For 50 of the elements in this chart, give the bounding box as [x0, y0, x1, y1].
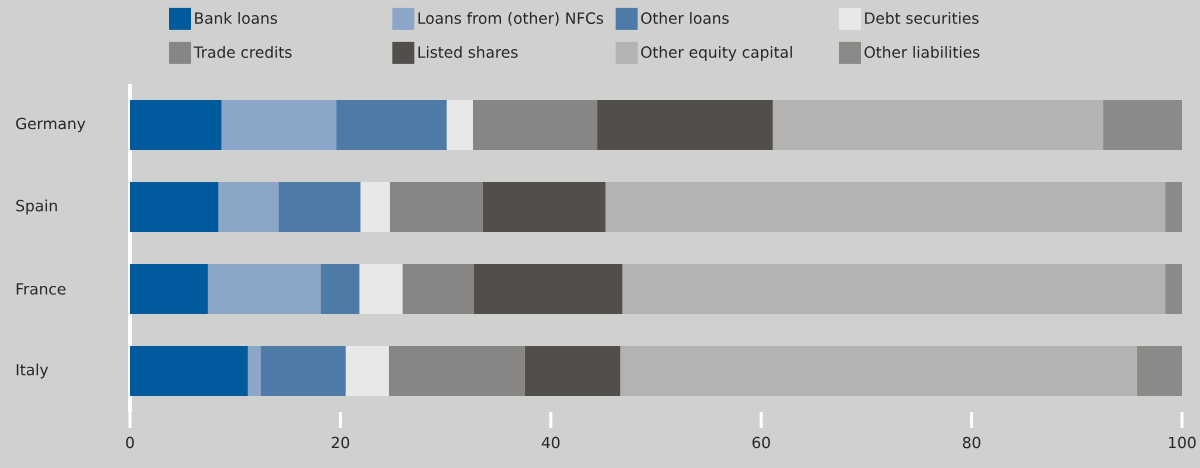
x-tick-label: 80	[962, 436, 981, 449]
bar	[130, 264, 208, 315]
bar	[402, 264, 474, 315]
bar	[622, 264, 1166, 315]
bar	[389, 182, 483, 233]
legend-label: Debt securities	[865, 12, 979, 24]
legend-label: Trade credits	[193, 46, 292, 58]
legend-label: Other equity capital	[641, 46, 792, 61]
bar	[218, 182, 279, 233]
bar	[221, 100, 337, 151]
bar	[620, 346, 1137, 396]
y-tick-label: Germany	[16, 117, 86, 133]
bar	[472, 100, 598, 151]
bar	[1103, 100, 1183, 151]
bar	[360, 182, 390, 233]
bar	[207, 264, 321, 315]
bar	[446, 100, 473, 151]
bar	[247, 346, 261, 396]
bar	[278, 182, 361, 233]
bar	[482, 182, 606, 233]
bar	[1165, 182, 1183, 233]
legend-label: Other liabilities	[864, 46, 980, 58]
bar	[388, 346, 525, 396]
x-tick-label: 60	[752, 436, 770, 449]
bar	[345, 346, 389, 396]
bar	[130, 182, 219, 233]
y-tick-label: Spain	[16, 199, 57, 215]
legend-label: Bank loans	[195, 12, 278, 24]
x-tick-label: 20	[331, 436, 350, 449]
bar	[1136, 346, 1183, 396]
bar	[1165, 264, 1183, 315]
legend-label: Loans from (other) NFCs	[418, 12, 604, 26]
y-tick-label: Italy	[16, 363, 49, 379]
bar	[130, 100, 222, 151]
x-tick-label: 0	[126, 436, 134, 449]
x-tick-label: 100	[1169, 436, 1196, 449]
legend-label: Other loans	[641, 12, 729, 24]
bar	[359, 264, 403, 315]
legend-label: Listed shares	[418, 46, 518, 58]
bar	[524, 346, 621, 396]
bar	[260, 346, 346, 396]
bar	[772, 100, 1104, 151]
bar	[130, 346, 248, 396]
bar	[474, 264, 623, 315]
x-tick-label: 40	[541, 436, 560, 449]
bar	[605, 182, 1166, 233]
y-tick-label: France	[16, 283, 66, 295]
bar	[320, 264, 360, 315]
bar	[597, 100, 773, 151]
bar	[336, 100, 447, 151]
